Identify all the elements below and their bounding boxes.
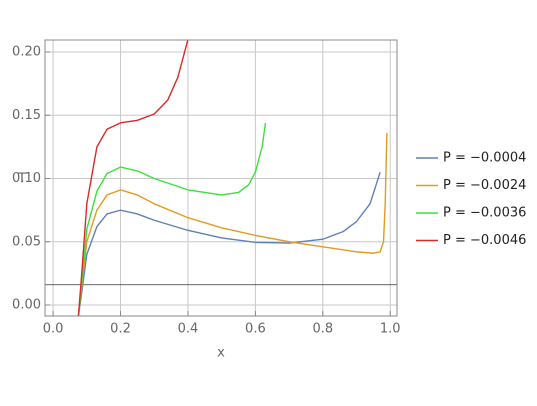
legend-label: P = −0.0036 <box>443 206 526 221</box>
legend-label: P = −0.0004 <box>443 151 526 166</box>
curve <box>77 132 388 316</box>
x-axis-label: x <box>217 346 225 361</box>
y-tick-label: 0.00 <box>12 297 41 312</box>
y-tick-label: 0.05 <box>12 234 41 249</box>
y-tick-label: 0.15 <box>12 108 41 123</box>
x-tick-label: 0.8 <box>312 322 333 337</box>
y-axis-label: T <box>17 172 26 187</box>
x-tick-label: 0.6 <box>245 322 266 337</box>
y-tick-label: 0.20 <box>12 45 41 60</box>
y-tick-label: 0.10 <box>12 171 41 186</box>
plot-frame <box>44 39 398 317</box>
x-tick-label: 0.0 <box>43 322 64 337</box>
plot-area <box>45 40 397 316</box>
curve <box>77 40 189 316</box>
legend-label: P = −0.0024 <box>443 178 526 193</box>
x-tick-label: 0.4 <box>178 322 199 337</box>
x-tick-label: 1.0 <box>380 322 401 337</box>
curve <box>77 122 267 316</box>
curve <box>77 171 381 316</box>
x-tick-label: 0.2 <box>110 322 131 337</box>
legend-label: P = −0.0046 <box>443 233 526 248</box>
